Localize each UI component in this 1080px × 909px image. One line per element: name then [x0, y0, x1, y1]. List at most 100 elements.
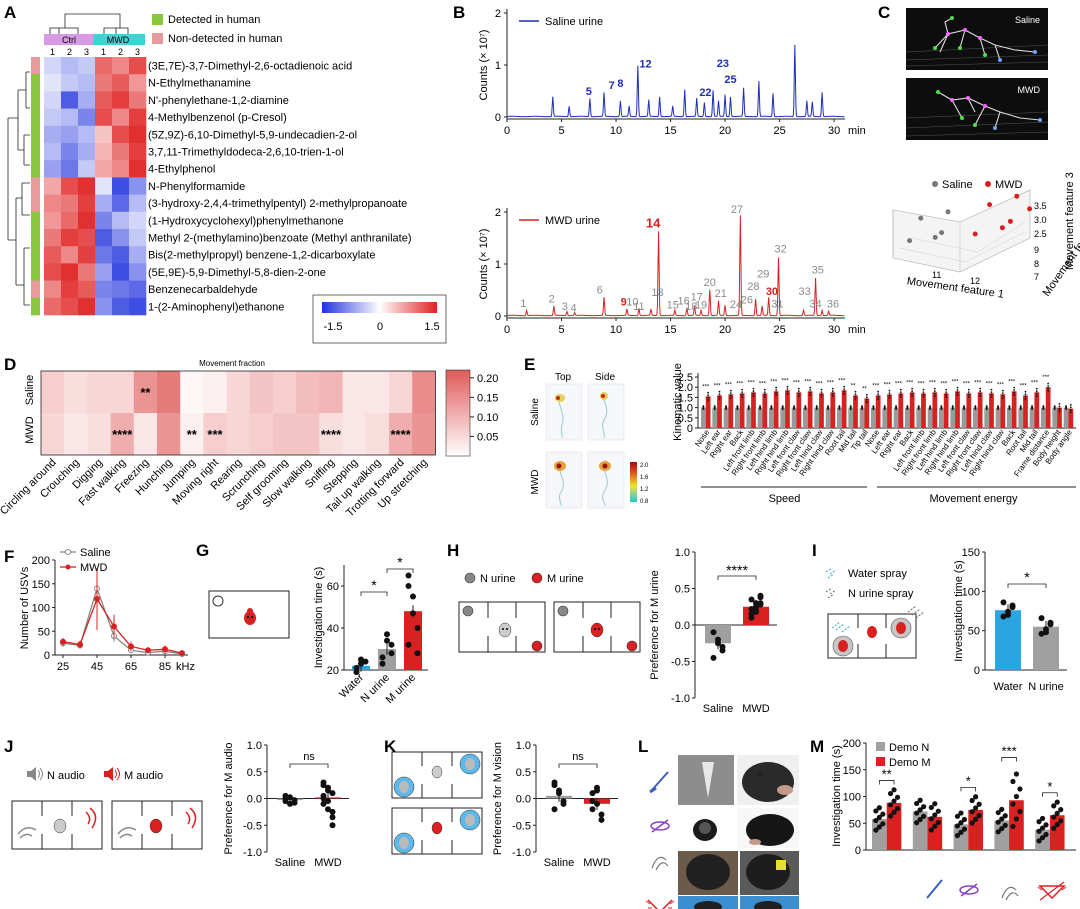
data-point: [748, 596, 755, 603]
peak-label: 13: [651, 287, 663, 299]
point-mwd: [752, 395, 755, 397]
data-point: [353, 669, 360, 676]
heatmap-cell: [44, 280, 62, 299]
point-mwd: [1024, 395, 1027, 398]
scale-tick-label: 0.20: [477, 373, 498, 385]
significance-mark: ns: [303, 751, 315, 763]
y-tick-label: -0.5: [512, 820, 531, 832]
bar-mwd: [796, 392, 802, 428]
significance-mark: *: [1047, 779, 1052, 794]
y-tick-label: 0: [687, 423, 693, 435]
detection-cell: [31, 125, 40, 144]
heatmap-cell: [61, 91, 79, 109]
significance-mark: **: [882, 766, 892, 781]
point-saline: [918, 215, 924, 221]
peak-label: 4: [570, 302, 576, 314]
significance-mark: ***: [974, 380, 982, 386]
legend-marker-mwd: [65, 564, 71, 570]
colorscale-tick-min: -1.5: [324, 321, 343, 333]
point-mwd: [1001, 397, 1004, 399]
legend-label-demo-n: Demo N: [889, 742, 929, 754]
bar-saline: [723, 407, 729, 428]
photo-tile-4: [737, 808, 799, 848]
panel-c: Saline MWD Saline MWD Movement feature 1…: [892, 8, 1080, 301]
legend-label-n-audio: N audio: [47, 770, 85, 782]
bar-mwd: [762, 393, 768, 428]
y-tick-label: 100: [962, 586, 980, 598]
bar-demo-m: [927, 816, 943, 850]
panel-i: Water spray N urine spray 0 50 100 150Inves…: [825, 547, 1067, 693]
bar-saline: [905, 407, 910, 428]
y-axis-label: Investigation time (s): [831, 745, 843, 846]
panel-label-f: F: [4, 547, 14, 566]
y-tick-label: 20: [327, 665, 339, 677]
point-mwd: [877, 390, 880, 393]
group-bar-ctrl: [44, 34, 93, 45]
heatmap-cell: [44, 108, 62, 127]
cue-icon-no-audio: [650, 819, 670, 833]
significance-mark: ***: [207, 427, 223, 442]
bar-saline: [871, 407, 876, 428]
point-demo-n: [999, 806, 1005, 812]
point-demo-n: [961, 826, 968, 832]
point-demo-n: [954, 823, 961, 829]
compound-label: Bis(2-methylpropyl) benzene-1,2-dicarbox…: [148, 250, 375, 262]
data-point: [551, 806, 558, 813]
point-mwd: [979, 395, 982, 397]
icon-whiskers: [1001, 886, 1019, 901]
x-axis-label: Movement feature 1: [906, 275, 1005, 301]
point-demo-m: [928, 804, 934, 811]
significance-mark: **: [140, 385, 151, 400]
point-mwd: [854, 390, 857, 393]
heatmap-cell: [129, 74, 147, 92]
heatmap-cells: [44, 57, 147, 316]
point-demo-m: [969, 797, 975, 804]
point-mwd: [945, 388, 948, 391]
point-mwd: [797, 392, 800, 395]
point-demo-n: [917, 816, 923, 823]
significance-mark: ***: [770, 379, 778, 385]
data-point: [1000, 613, 1007, 620]
data-point: [362, 658, 369, 665]
legend-marker-saline: [65, 549, 71, 555]
heatmap-cell: [44, 160, 62, 178]
bar-mwd: [898, 393, 904, 428]
data-point: [414, 625, 421, 631]
point-demo-m: [1013, 816, 1020, 822]
point-mwd: [967, 393, 970, 396]
heatmap-cell: [78, 108, 96, 127]
point-demo-n: [999, 826, 1005, 832]
heatmap-cell: [78, 211, 96, 230]
compound-label: (1-Hydroxycyclohexyl)phenylmethanone: [148, 215, 344, 227]
bar-saline: [882, 407, 888, 428]
point-demo-n: [954, 832, 961, 839]
colorscale-bar: [445, 369, 471, 457]
x-tick-label: 0: [504, 324, 510, 336]
point-mwd: [899, 391, 902, 393]
panel-label-k: K: [384, 737, 397, 756]
point-mwd: [979, 390, 982, 392]
point-mwd: [854, 393, 857, 396]
legend-label-m-urine: M urine: [547, 573, 584, 585]
heatmap-cell: [44, 74, 62, 92]
data-point: [757, 594, 764, 601]
point-mwd: [741, 396, 744, 398]
col-label-side: Side: [595, 372, 615, 383]
group-label-speed: Speed: [769, 493, 801, 505]
legend-label-n-urine: N urine: [480, 573, 515, 585]
legend-swatch-nondetected: [152, 33, 163, 44]
heatmap-cell: [44, 143, 62, 161]
y-tick-label: 0: [855, 845, 861, 857]
legend-swatch-demo-n: [876, 742, 885, 751]
point-mwd: [1013, 386, 1016, 389]
heatmap-cell: [95, 160, 113, 178]
colorscale-bar: [322, 302, 437, 313]
category-label: Water: [994, 681, 1023, 693]
heatmap-cell: [129, 177, 147, 195]
panel-k: -1.0 -0.5 0.0 0.5 1.0 Preference for M vision…: [391, 740, 618, 869]
x-tick-label: 10: [610, 125, 622, 137]
y-tick-label: 50: [849, 818, 861, 830]
sig-bracket: [289, 763, 329, 768]
significance-mark: ***: [884, 382, 892, 388]
